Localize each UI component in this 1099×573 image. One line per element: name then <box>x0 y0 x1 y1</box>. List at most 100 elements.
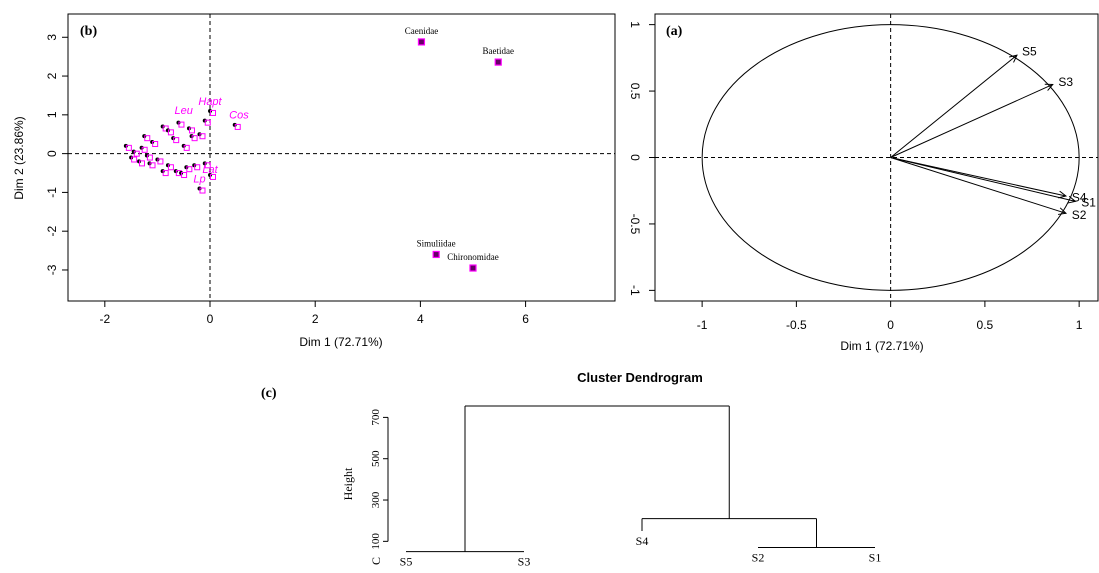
panel-b-labeled-point <box>432 250 440 259</box>
panel-b-xlabel: Dim 1 (72.71%) <box>299 335 382 349</box>
panel-c-ytick-label: 100 <box>370 533 382 550</box>
panel-a-ytick-label: -0.5 <box>628 214 642 235</box>
panel-b-axes: -2 0 2 4 6 -3 -2 -1 0 1 2 3 <box>45 34 529 326</box>
panel-c-ytick-label: 300 <box>370 491 382 508</box>
panel-b-taxon-point <box>157 158 164 165</box>
panel-c-axis: 100 300 500 700 <box>370 409 389 550</box>
panel-b-labeled-point <box>469 264 477 272</box>
panel-b-taxon-point <box>186 166 193 173</box>
panel-c-ylabel-prefix: C <box>369 557 383 565</box>
panel-b-overlapping-label: Lat <box>202 164 218 176</box>
panel-c-title: Cluster Dendrogram <box>577 370 703 385</box>
panel-b-taxon-point <box>133 150 140 157</box>
panel-c-leaf-label: S3 <box>518 555 531 569</box>
panel-b-labeled-point <box>494 58 502 66</box>
panel-a-circle <box>701 24 1080 291</box>
panel-b-ytick-label: 1 <box>45 111 59 118</box>
panel-b-point-label: Caenidae <box>405 26 438 36</box>
panel-b-taxon-point <box>149 162 156 169</box>
panel-a-vector-arrowhead <box>1044 83 1054 91</box>
panel-b-taxon-point <box>167 129 174 136</box>
panel-b-taxon-point <box>162 170 169 177</box>
panel-b-taxon-point <box>194 164 201 171</box>
panel-b-taxon-point <box>210 173 217 180</box>
panel-b-ytick-label: 0 <box>45 150 59 157</box>
panel-c-leaf-label: S5 <box>400 555 413 569</box>
panel-a-xtick-label: 0.5 <box>977 318 994 332</box>
panel-b-taxon-point <box>141 146 148 153</box>
panel-a-xtick-label: 1 <box>1076 318 1083 332</box>
panel-a-vector-label: S3 <box>1058 75 1073 89</box>
panel-b-tag: (b) <box>80 24 97 39</box>
panel-b-xtick-label: -2 <box>99 312 110 326</box>
panel-c-leaf-label: S1 <box>869 551 882 565</box>
panel-a-ytick-label: 0 <box>628 154 642 161</box>
panel-b-taxon-point <box>178 121 185 128</box>
panel-b-taxon-point <box>146 154 153 161</box>
panel-c-dendrogram: (c) Cluster Dendrogram Height C 100 300 50… <box>261 370 881 569</box>
panel-b-point-label: Baetidae <box>482 46 513 56</box>
panel-b-labeled-point <box>417 38 426 46</box>
panel-b-scatter: -2 0 2 4 6 -3 -2 -1 0 1 2 3 Caenidae Baetidae Simulii… <box>12 13 616 349</box>
panel-c-ytick-label: 500 <box>370 450 382 467</box>
panel-c-tree <box>406 405 875 553</box>
panel-b-xtick-label: 4 <box>417 312 424 326</box>
panel-a-vector-arrowhead <box>1058 190 1068 199</box>
panel-b-frame <box>67 13 616 302</box>
panel-c-ylabel: Height <box>341 467 355 500</box>
panel-a-vector-line <box>890 157 1076 202</box>
panel-b-taxon-point <box>139 160 146 167</box>
panel-a-vector-line <box>890 83 1053 158</box>
panel-a-vector-arrowhead <box>1067 195 1077 204</box>
panel-b-overlapping-label: Lp <box>193 174 205 186</box>
panel-b-taxon-point <box>152 140 159 147</box>
panel-a-vector-label: S5 <box>1022 44 1037 58</box>
panel-c-leaf-label: S4 <box>636 534 649 548</box>
panel-b-taxon-point <box>199 133 206 140</box>
panel-b-xtick-label: 0 <box>207 312 214 326</box>
panel-b-taxon-point <box>188 127 195 134</box>
panel-a-axes: -1 -0.5 0 0.5 1 -1 -0.5 0 0.5 1 <box>628 21 1083 332</box>
panel-a-vector-line <box>890 54 1018 158</box>
panel-a-vector-arrowhead <box>1057 207 1068 215</box>
panel-b-xtick-label: 2 <box>312 312 319 326</box>
panel-b-xtick-label: 6 <box>522 312 529 326</box>
panel-b-taxon-point <box>125 144 132 151</box>
panel-b-ytick-label: -1 <box>45 187 59 198</box>
panel-b-taxon-point <box>144 135 151 142</box>
panel-b-points <box>123 38 502 272</box>
panel-b-taxon-point <box>191 135 198 142</box>
panel-b-overlapping-label: Hapt <box>198 96 222 108</box>
panel-a-tag: (a) <box>666 24 683 39</box>
panel-a-vector-label: S1 <box>1081 196 1096 210</box>
panel-b-labels: Caenidae Baetidae Simuliidae Chironomidae Ha… <box>175 26 514 262</box>
panel-a-xtick-label: -0.5 <box>786 318 807 332</box>
panel-b-ytick-label: -3 <box>45 264 59 275</box>
panel-a-unit-circle <box>701 24 1080 291</box>
panel-a-vector-line <box>890 157 1067 214</box>
panel-b-taxon-point <box>181 172 188 179</box>
panel-a-xlabel: Dim 1 (72.71%) <box>840 339 923 353</box>
panel-b-reference-lines <box>68 14 615 301</box>
panel-c-tag: (c) <box>261 386 277 401</box>
panel-a-vector-label: S2 <box>1072 208 1087 222</box>
panel-b-point-label: Simuliidae <box>417 238 456 248</box>
panel-b-taxon-point <box>167 164 174 171</box>
panel-b-taxon-point <box>173 137 180 144</box>
panel-a-ytick-label: -1 <box>628 285 642 296</box>
panel-b-taxon-point <box>210 109 217 116</box>
panel-b-ytick-label: 2 <box>45 72 59 79</box>
panel-c-leaf-labels: S5 S3 S4 S2 S1 <box>400 534 882 569</box>
panel-a-vector-label: S4 <box>1072 190 1087 204</box>
panel-c-ytick-label: 700 <box>370 409 382 426</box>
panel-b-taxon-point <box>183 144 190 151</box>
panel-b-taxon-point <box>131 156 138 163</box>
panel-b-taxon-point <box>199 187 206 194</box>
panel-b-taxon-point <box>234 123 241 130</box>
panel-b-overlapping-label: Leu <box>175 105 193 117</box>
panel-b-taxon-point <box>204 162 211 169</box>
panel-c-leaf-label: S2 <box>752 551 765 565</box>
